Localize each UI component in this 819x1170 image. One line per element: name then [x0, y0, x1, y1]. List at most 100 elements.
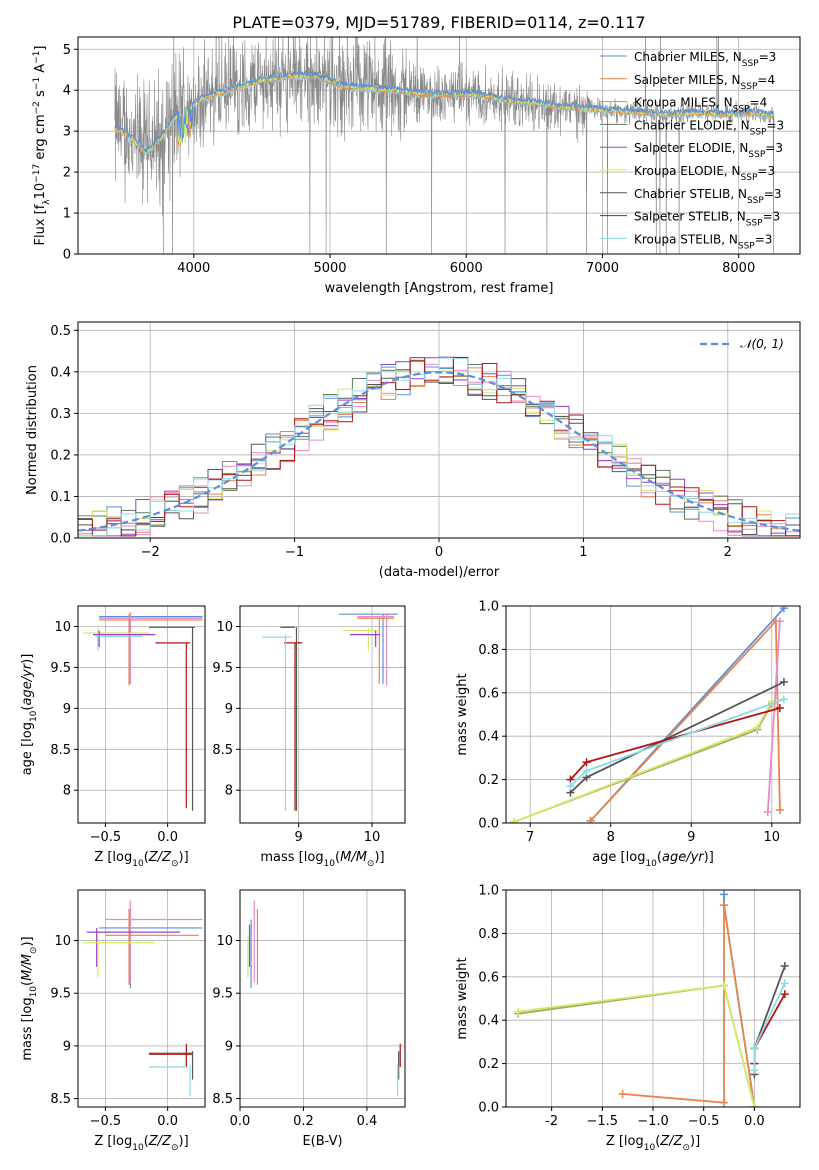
weight-marker — [582, 766, 591, 775]
error-cross-4 — [86, 927, 181, 967]
spectrum-data-line — [114, 37, 775, 254]
y-axis-label: age [log10(age/yr)] — [20, 654, 39, 776]
axes-frame — [77, 321, 801, 539]
y-tick-label: 0.3 — [50, 407, 71, 422]
x-tick-label: 5000 — [313, 261, 346, 276]
plot-area — [82, 900, 203, 1097]
x-tick-label: 0 — [435, 545, 443, 560]
y-tick-label: 9.5 — [212, 987, 233, 1002]
error-cross-1 — [99, 908, 203, 988]
legend-nssp: =3 — [765, 141, 783, 155]
weight-marker — [514, 1007, 523, 1016]
y-tick-label: 0.6 — [478, 970, 499, 985]
y-tick-label: 0.8 — [478, 643, 499, 658]
legend-nssp: =3 — [763, 210, 781, 224]
lab-sub: ⊙ — [29, 947, 39, 955]
weight-line-7 — [569, 707, 781, 781]
error-cross-2 — [253, 900, 255, 983]
weight-line-4 — [518, 984, 756, 1107]
legend-nssp: =4 — [757, 73, 775, 87]
y-tick-label: 0.6 — [478, 686, 499, 701]
legend-subscript: SSP — [748, 150, 765, 160]
weight-marker — [566, 782, 575, 791]
weight-marker — [750, 1066, 759, 1075]
weight-marker — [775, 617, 784, 626]
plot-area — [514, 890, 789, 1107]
panel-8: -2 −1.5 −1.0 −0.5 0.0 0.0 0.2 0.4 0.6 0.8 1.0 Z [lo… — [455, 884, 801, 1153]
y-axis-label: Flux [fλ10−17 erg cm−2 s−1 A−1] — [32, 46, 52, 246]
y-tick-label: 0.2 — [478, 1057, 499, 1072]
weight-line-4 — [513, 701, 773, 823]
x-tick-label: 8000 — [722, 261, 755, 276]
legend: Chabrier MILES, NSSP=3 Salpeter MILES, NS… — [600, 50, 784, 251]
lab-sub: ⊙ — [367, 859, 375, 869]
lab-part: ( — [144, 850, 149, 865]
error-cross-5 — [82, 935, 156, 978]
y-tick-label: 9.5 — [50, 987, 71, 1002]
lab-part: )] — [179, 850, 189, 865]
lab-part: )] — [20, 936, 35, 946]
lab-sub: 10 — [29, 710, 39, 722]
y-tick-label: 0.8 — [478, 927, 499, 942]
legend-subscript: SSP — [741, 82, 758, 92]
y-tick-label: 10 — [216, 620, 233, 635]
axes-frame — [77, 889, 206, 1108]
y-axis-label: mass weight — [455, 673, 470, 755]
weight-marker — [779, 695, 788, 704]
legend-gaussian-label: 𝒩(0, 1) — [740, 337, 784, 351]
weight-marker — [719, 890, 728, 899]
plot-area — [262, 613, 398, 811]
lab-part: )] — [690, 1134, 700, 1149]
legend-label-6: Kroupa ELODIE, NSSP=3 — [634, 164, 775, 183]
x-tick-label: −1.0 — [637, 1114, 669, 1129]
y-tick-label: 10 — [54, 620, 71, 635]
y-tick-label: 4 — [63, 84, 71, 99]
x-axis-label: age [log10(age/yr)] — [592, 850, 714, 869]
weight-marker — [780, 961, 789, 970]
y-tick-label: 0.1 — [50, 490, 71, 505]
weight-marker — [775, 703, 784, 712]
panel-1: 4000 5000 6000 7000 8000 0 1 2 3 4 5 PLATE=0379, MJ… — [32, 13, 801, 296]
legend-nssp: =3 — [766, 118, 784, 132]
x-tick-label: 7 — [526, 830, 534, 845]
weight-marker — [719, 901, 728, 910]
weight-marker — [618, 1089, 627, 1098]
x-tick-label: -2 — [545, 1114, 558, 1129]
legend-nssp: =3 — [755, 232, 773, 246]
y-tick-label: 0.4 — [478, 1014, 499, 1029]
error-cross-7 — [399, 1043, 401, 1067]
axes-frame — [239, 889, 406, 1108]
lab-part: )] — [179, 1134, 189, 1149]
legend-subscript: SSP — [750, 127, 767, 137]
y-tick-label: 9 — [225, 702, 233, 717]
legend-nssp: =4 — [750, 96, 768, 110]
lab-part: M/M — [20, 954, 35, 981]
weight-line-8 — [569, 698, 785, 787]
x-tick-label: 10 — [364, 830, 381, 845]
lab-part: Z/Z — [148, 1134, 172, 1149]
residual-histogram-7 — [78, 357, 800, 537]
lab-part: age/yr — [662, 850, 705, 865]
y-label-part: λ — [42, 199, 52, 205]
legend-nssp: =3 — [757, 164, 775, 178]
lab-part: ( — [657, 850, 662, 865]
weight-marker — [753, 723, 762, 732]
legend-subscript: SSP — [733, 105, 750, 115]
error-cross-1 — [99, 614, 203, 684]
error-cross-8 — [262, 634, 292, 811]
error-cross-6 — [148, 1051, 194, 1080]
error-cross-5 — [92, 630, 156, 647]
plot-area — [78, 356, 800, 537]
legend-subscript: SSP — [741, 173, 758, 183]
panel-5: 7 8 9 10 0.0 0.2 0.4 0.6 0.8 1.0 age [log10(age/yr… — [455, 600, 801, 869]
legend-label-9: Kroupa STELIB, NSSP=3 — [634, 232, 772, 251]
lab-sub: 10 — [132, 859, 144, 869]
y-label-part: erg cm — [33, 114, 48, 163]
y-tick-label: 8 — [225, 784, 233, 799]
weight-line-7 — [753, 982, 786, 1071]
x-tick-label: 0.0 — [157, 830, 178, 845]
y-label-part: A — [33, 64, 48, 77]
